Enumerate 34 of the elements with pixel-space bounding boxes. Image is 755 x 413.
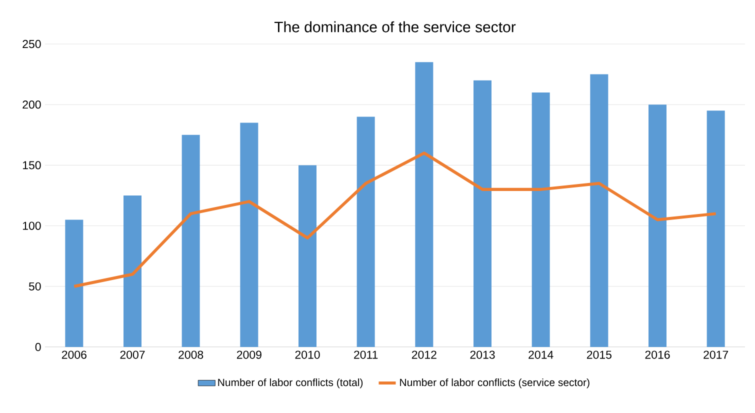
x-tick-label: 2011 <box>354 350 378 359</box>
x-tick-label: 2007 <box>120 350 145 359</box>
bar <box>124 196 142 347</box>
legend-label: Number of labor conflicts (service sector) <box>400 378 590 388</box>
bar <box>590 74 608 347</box>
bar <box>298 165 317 347</box>
x-tick-label: 2014 <box>528 350 554 359</box>
x-tick-label: 2016 <box>645 350 670 359</box>
y-tick-label: 150 <box>22 161 41 170</box>
x-tick-label: 2009 <box>236 350 262 359</box>
x-tick-label: 2015 <box>586 350 612 359</box>
x-tick-label: 2010 <box>295 350 320 359</box>
bar <box>648 104 667 347</box>
x-tick-label: 2017 <box>704 350 728 359</box>
x-tick-label: 2008 <box>178 350 204 359</box>
y-tick-label: 0 <box>35 342 41 352</box>
line-series <box>72 152 718 288</box>
bar <box>356 116 375 347</box>
chart-title: The dominance of the service sector <box>274 21 516 32</box>
bar <box>182 134 200 347</box>
y-tick-label: 250 <box>22 40 41 48</box>
bar <box>474 80 492 347</box>
y-tick-label: 100 <box>22 222 41 230</box>
x-tick-label: 2006 <box>62 350 86 359</box>
legend-label: Number of labor conflicts (total) <box>218 378 363 388</box>
bar <box>240 122 258 347</box>
bar <box>532 92 550 347</box>
bar <box>415 62 434 347</box>
x-tick-label: 2013 <box>470 350 495 359</box>
bar <box>65 220 84 347</box>
bar <box>706 110 725 347</box>
x-tick-label: 2012 <box>412 350 436 359</box>
y-tick-label: 50 <box>28 282 41 290</box>
y-tick-label: 200 <box>22 100 41 109</box>
